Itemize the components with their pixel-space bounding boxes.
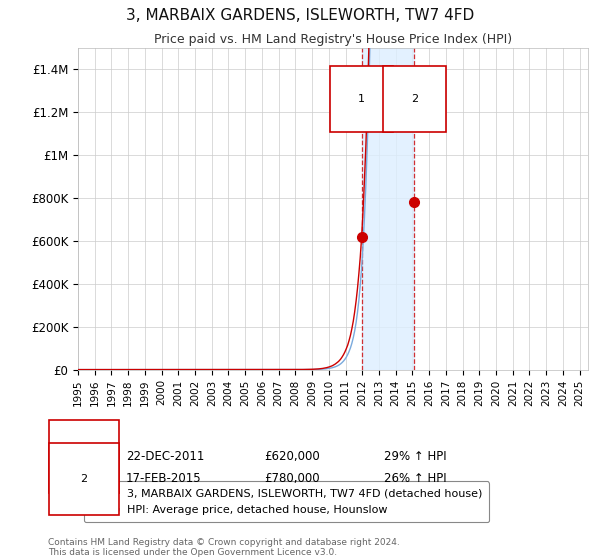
Text: £620,000: £620,000: [264, 450, 320, 463]
Text: 3, MARBAIX GARDENS, ISLEWORTH, TW7 4FD: 3, MARBAIX GARDENS, ISLEWORTH, TW7 4FD: [126, 8, 474, 24]
Text: 17-FEB-2015: 17-FEB-2015: [126, 472, 202, 486]
Text: 22-DEC-2011: 22-DEC-2011: [126, 450, 205, 463]
Text: 26% ↑ HPI: 26% ↑ HPI: [384, 472, 446, 486]
Text: Contains HM Land Registry data © Crown copyright and database right 2024.
This d: Contains HM Land Registry data © Crown c…: [48, 538, 400, 557]
Text: 1: 1: [358, 94, 365, 104]
Text: 2: 2: [411, 94, 418, 104]
Text: £780,000: £780,000: [264, 472, 320, 486]
Text: 1: 1: [80, 451, 88, 461]
Legend: 3, MARBAIX GARDENS, ISLEWORTH, TW7 4FD (detached house), HPI: Average price, det: 3, MARBAIX GARDENS, ISLEWORTH, TW7 4FD (…: [83, 482, 489, 522]
Text: 2: 2: [80, 474, 88, 484]
Text: 29% ↑ HPI: 29% ↑ HPI: [384, 450, 446, 463]
Title: Price paid vs. HM Land Registry's House Price Index (HPI): Price paid vs. HM Land Registry's House …: [154, 34, 512, 46]
Bar: [362, 48, 415, 370]
